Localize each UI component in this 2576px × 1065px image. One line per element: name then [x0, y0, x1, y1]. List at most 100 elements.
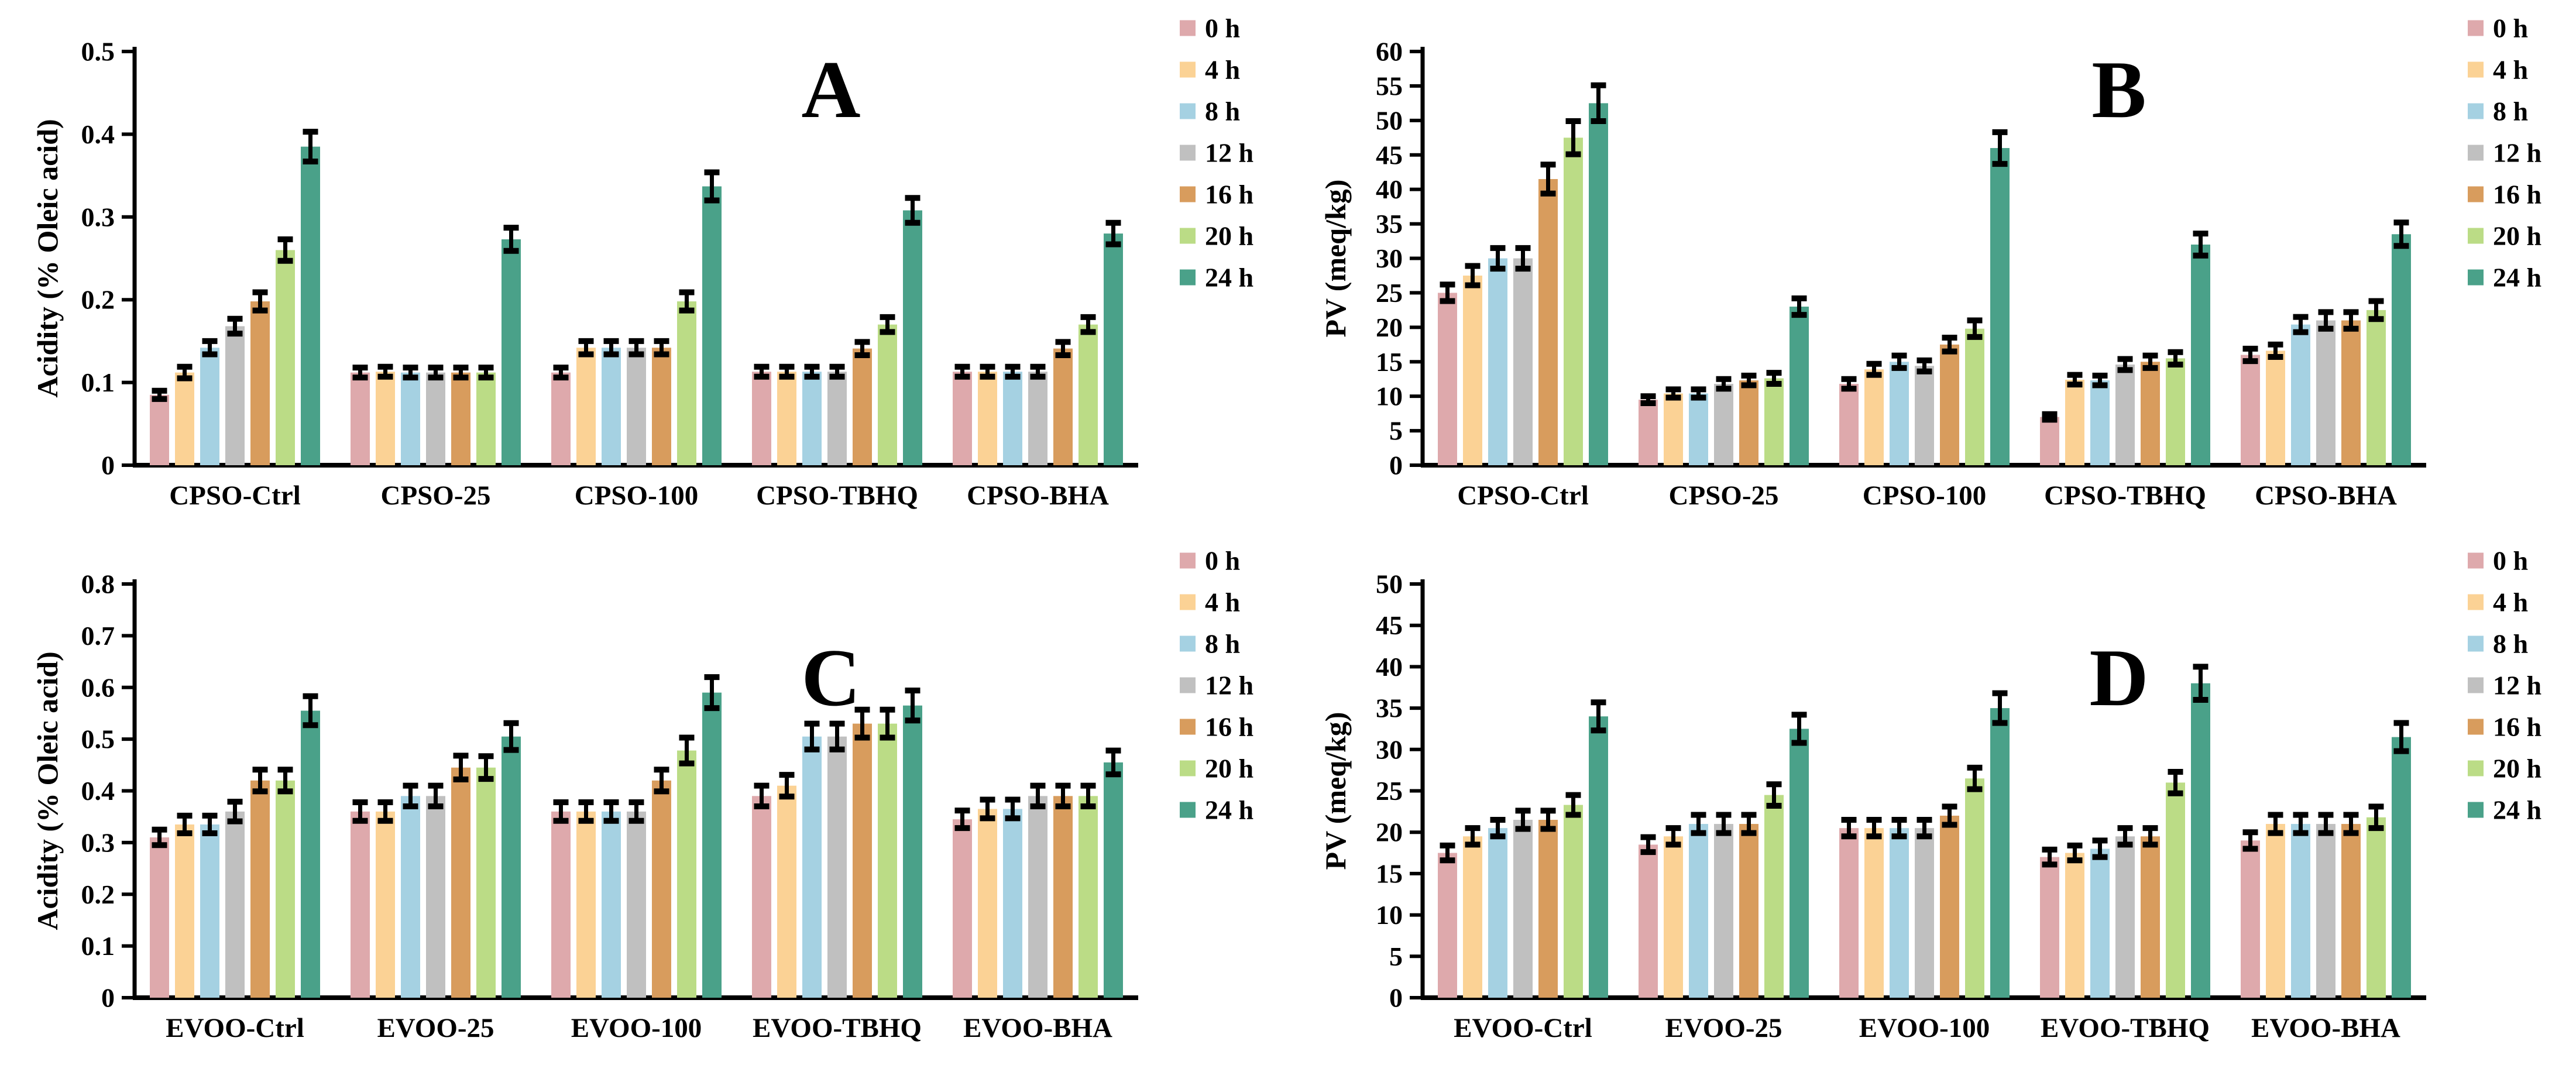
bar-EVOO-100-20h — [677, 750, 696, 998]
bar-CPSO-BHA-8h — [1003, 372, 1022, 465]
bar-CPSO-TBHQ-12h — [827, 372, 847, 465]
bar-EVOO-100-0h — [551, 811, 571, 998]
bar-CPSO-100-8h — [1890, 362, 1909, 465]
panel-acidity-evoo: 0 0.1 0.2 0.3 0.4 0.5 0.6 0.7 0.8 Acidity (% Olei… — [0, 532, 1288, 1065]
bar-CPSO-25-24h — [1790, 306, 1809, 465]
bar-CPSO-Ctrl-8h — [200, 348, 219, 465]
legend-label: 4 h — [1205, 55, 1240, 85]
bar-CPSO-100-12h — [627, 348, 646, 465]
bar-EVOO-Ctrl-8h — [1488, 828, 1507, 998]
bar-EVOO-BHA-4h — [978, 809, 997, 998]
bar-EVOO-BHA-24h — [2392, 737, 2411, 998]
bar-CPSO-BHA-16h — [1053, 348, 1073, 465]
bar-CPSO-Ctrl-8h — [1488, 258, 1507, 465]
bar-CPSO-Ctrl-16h — [250, 301, 270, 465]
bar-CPSO-25-16h — [451, 372, 470, 465]
bar-CPSO-Ctrl-0h — [1438, 293, 1457, 465]
bar-EVOO-100-0h — [1839, 828, 1859, 998]
legend-swatch-24h — [1180, 269, 1196, 286]
bar-CPSO-25-12h — [1714, 383, 1733, 465]
y-tick-label: 30 — [1376, 243, 1403, 273]
legend-label: 16 h — [1205, 180, 1253, 209]
bar-CPSO-BHA-24h — [1104, 233, 1123, 465]
bar-EVOO-25-4h — [376, 811, 395, 998]
y-tick-label: 0.3 — [81, 827, 115, 857]
chart-pv-cpso: 0 5 10 15 20 25 30 35 40 45 50 55 60 PV (meq/kg) B CPSO… — [1319, 13, 2541, 511]
bar-EVOO-BHA-16h — [1053, 796, 1073, 998]
y-axis-title: PV (meq/kg) — [1319, 180, 1352, 338]
bar-CPSO-Ctrl-12h — [1513, 258, 1533, 465]
bar-EVOO-Ctrl-24h — [301, 710, 320, 998]
legend-swatch-4h — [2468, 594, 2484, 610]
legend-label: 16 h — [1205, 712, 1253, 742]
category-label: CPSO-TBHQ — [2044, 480, 2206, 511]
legend-swatch-24h — [2468, 269, 2484, 286]
bar-EVOO-100-4h — [576, 811, 596, 998]
bar-CPSO-BHA-24h — [2392, 234, 2411, 465]
legend-swatch-20h — [1180, 228, 1196, 244]
bar-EVOO-25-16h — [451, 767, 470, 998]
bar-EVOO-BHA-12h — [1028, 796, 1047, 998]
category-label: EVOO-100 — [571, 1013, 702, 1043]
y-tick-label: 40 — [1376, 174, 1403, 204]
bar-EVOO-25-20h — [1764, 795, 1784, 998]
category-label: EVOO-25 — [377, 1013, 494, 1043]
bar-EVOO-TBHQ-16h — [2141, 836, 2160, 998]
legend-swatch-4h — [1180, 594, 1196, 610]
bar-EVOO-25-24h — [502, 736, 521, 998]
legend-label: 8 h — [2493, 97, 2528, 126]
legend-swatch-16h — [2468, 719, 2484, 735]
legend-swatch-0h — [2468, 20, 2484, 36]
y-axis-title: PV (meq/kg) — [1319, 712, 1352, 870]
bar-EVOO-TBHQ-20h — [2166, 782, 2185, 998]
legend-label: 8 h — [1205, 629, 1240, 659]
category-label: EVOO-BHA — [963, 1013, 1112, 1043]
bar-CPSO-100-20h — [677, 301, 696, 465]
bar-EVOO-100-16h — [1940, 815, 1959, 998]
panel-letter: D — [2089, 633, 2148, 723]
legend-label: 24 h — [1205, 795, 1253, 825]
category-label: EVOO-100 — [1859, 1013, 1990, 1043]
y-tick-label: 60 — [1376, 37, 1403, 67]
bar-CPSO-100-24h — [702, 186, 722, 465]
bar-EVOO-25-24h — [1790, 729, 1809, 998]
bar-CPSO-TBHQ-8h — [2090, 380, 2110, 465]
legend-label: 4 h — [2493, 55, 2528, 85]
bar-CPSO-BHA-0h — [2241, 355, 2260, 465]
bar-CPSO-100-16h — [652, 348, 671, 465]
y-tick-label: 25 — [1376, 776, 1403, 806]
y-tick-label: 0.8 — [81, 569, 115, 599]
bar-EVOO-25-0h — [351, 811, 370, 998]
bar-EVOO-25-12h — [426, 796, 445, 998]
legend-label: 12 h — [1205, 671, 1253, 700]
y-tick-label: 10 — [1376, 900, 1403, 930]
category-label: CPSO-BHA — [967, 480, 1109, 511]
bar-EVOO-TBHQ-4h — [2065, 853, 2084, 998]
y-tick-label: 15 — [1376, 347, 1403, 377]
y-tick-label: 0.1 — [81, 931, 115, 961]
bar-CPSO-Ctrl-4h — [1463, 275, 1482, 465]
y-tick-label: 0.4 — [81, 119, 115, 149]
legend-swatch-16h — [1180, 719, 1196, 735]
bar-EVOO-BHA-12h — [2316, 824, 2335, 998]
y-tick-label: 5 — [1389, 942, 1403, 971]
y-tick-label: 10 — [1376, 382, 1403, 411]
bar-EVOO-TBHQ-4h — [777, 785, 796, 998]
y-tick-label: 30 — [1376, 734, 1403, 764]
bar-EVOO-TBHQ-12h — [2115, 836, 2135, 998]
bar-CPSO-TBHQ-0h — [752, 372, 771, 465]
bar-EVOO-25-12h — [1714, 824, 1733, 998]
bar-EVOO-TBHQ-24h — [2191, 683, 2210, 998]
legend-swatch-20h — [1180, 760, 1196, 777]
legend-swatch-8h — [2468, 635, 2484, 652]
bar-EVOO-Ctrl-12h — [225, 811, 245, 998]
legend-label: 0 h — [2493, 546, 2528, 576]
y-tick-label: 0 — [1389, 451, 1403, 480]
bar-EVOO-TBHQ-16h — [853, 723, 872, 998]
bar-CPSO-25-20h — [1764, 378, 1784, 465]
bar-EVOO-Ctrl-4h — [175, 824, 194, 998]
bar-EVOO-TBHQ-8h — [2090, 848, 2110, 998]
bar-EVOO-Ctrl-24h — [1589, 716, 1608, 998]
chart-pv-evoo: 0 5 10 15 20 25 30 35 40 45 50 PV (meq/kg) D EVOO-Ctr… — [1319, 546, 2541, 1044]
bar-EVOO-Ctrl-12h — [1513, 819, 1533, 998]
